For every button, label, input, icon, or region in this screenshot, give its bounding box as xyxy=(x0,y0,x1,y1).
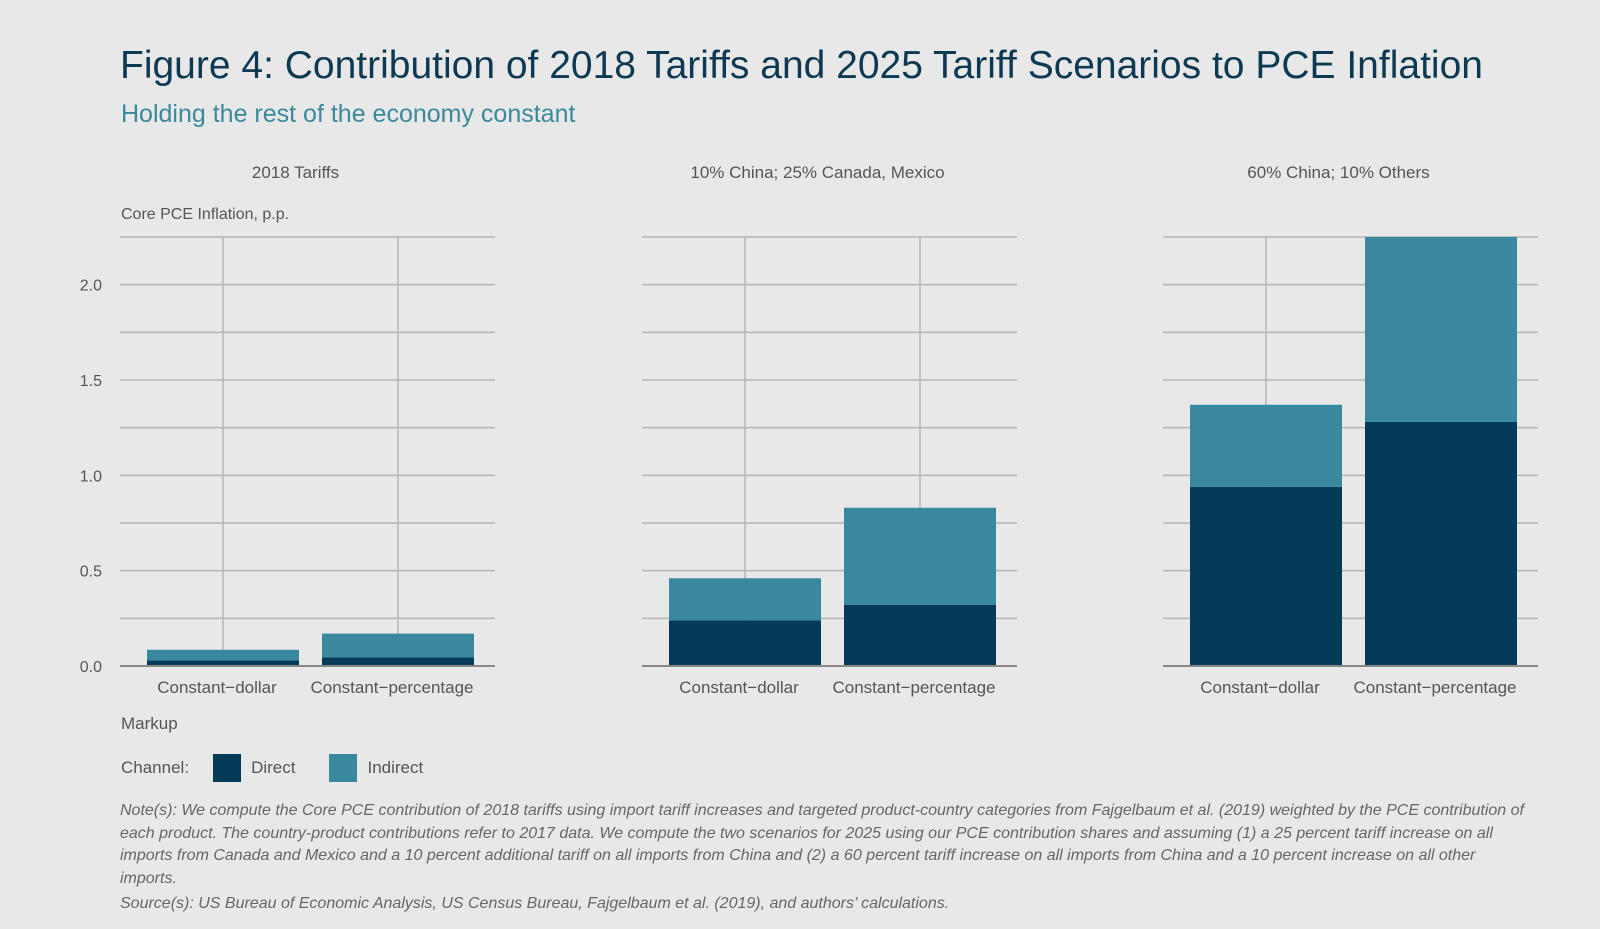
x-axis-label: Markup xyxy=(121,714,178,733)
legend-swatch-direct xyxy=(213,754,242,782)
source-text: Source(s): US Bureau of Economic Analysi… xyxy=(120,895,950,912)
bar-direct xyxy=(669,620,821,666)
bar-direct xyxy=(147,660,299,666)
chart-subtitle: Holding the rest of the economy constant xyxy=(121,100,576,128)
y-tick-label: 1.5 xyxy=(80,373,102,390)
x-tick-label: Constant−percentage xyxy=(1353,678,1516,697)
chart-title: Figure 4: Contribution of 2018 Tariffs a… xyxy=(120,44,1483,87)
panel-title: 2018 Tariffs xyxy=(252,163,339,182)
x-tick-label: Constant−dollar xyxy=(1200,678,1320,697)
x-tick-label: Constant−dollar xyxy=(157,678,277,697)
bar-indirect xyxy=(1190,404,1342,487)
panel-title: 60% China; 10% Others xyxy=(1247,163,1429,182)
y-tick-label: 1.0 xyxy=(80,468,102,485)
bar-indirect xyxy=(844,507,996,605)
legend-label-indirect: Indirect xyxy=(367,758,424,777)
stacked-bar-chart: Core PCE Inflation, p.p. 0.0 0.5 1.0 1.5 2.0… xyxy=(80,163,1538,697)
x-tick-label: Constant−percentage xyxy=(310,678,473,697)
y-tick-label: 0.5 xyxy=(80,564,102,581)
bar-indirect xyxy=(322,633,474,658)
bar-indirect xyxy=(669,578,821,621)
legend-label-direct: Direct xyxy=(251,758,296,777)
bar-direct xyxy=(322,657,474,666)
panel-title: 10% China; 25% Canada, Mexico xyxy=(690,163,944,182)
x-tick-label: Constant−dollar xyxy=(679,678,799,697)
y-tick-label: 2.0 xyxy=(80,278,102,295)
x-tick-label: Constant−percentage xyxy=(832,678,995,697)
y-tick-label: 0.0 xyxy=(80,659,102,676)
legend-title: Channel: xyxy=(121,758,190,777)
legend: Channel: Direct Indirect xyxy=(121,754,423,782)
bar-indirect xyxy=(1365,237,1517,422)
bar-direct xyxy=(844,604,996,666)
y-axis-label: Core PCE Inflation, p.p. xyxy=(121,206,289,223)
bar-direct xyxy=(1190,486,1342,666)
bar-direct xyxy=(1365,421,1517,666)
note-text: Note(s): We compute the Core PCE contrib… xyxy=(120,802,1524,887)
bar-indirect xyxy=(147,649,299,661)
legend-swatch-indirect xyxy=(329,754,358,782)
